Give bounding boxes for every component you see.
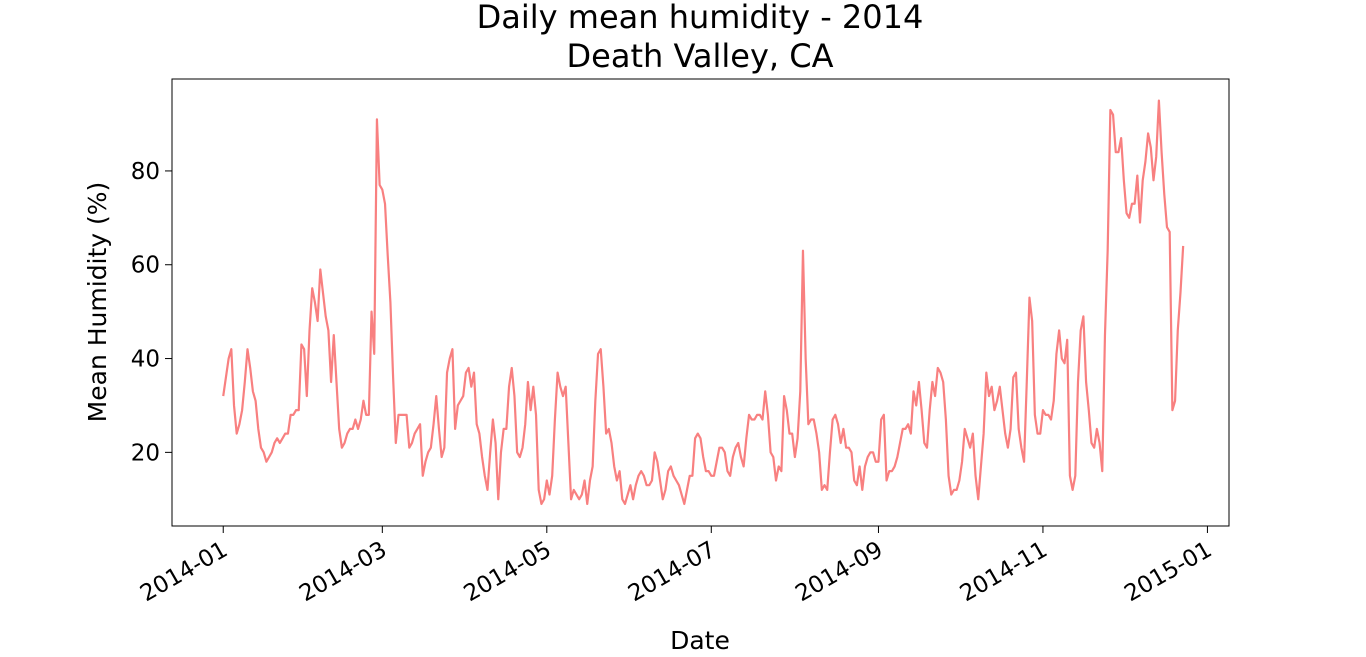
y-axis-label: Mean Humidity (%) [83, 182, 112, 423]
x-tick-label: 2015-01 [1120, 537, 1216, 608]
y-axis-ticks: 20 40 60 80 [131, 159, 172, 466]
plot-frame [171, 78, 1230, 527]
y-tick-label: 80 [131, 159, 160, 185]
x-tick-label: 2014-09 [791, 537, 887, 608]
series-line-humidity [222, 99, 1185, 506]
y-tick-label: 60 [131, 253, 160, 279]
chart-subtitle: Death Valley, CA [567, 37, 834, 75]
x-tick-label: 2014-11 [956, 537, 1052, 608]
y-tick-label: 20 [131, 440, 160, 466]
x-tick-label: 2014-03 [295, 537, 391, 608]
x-tick-label: 2014-01 [136, 537, 232, 608]
x-axis-ticks: 2014-01 2014-03 2014-05 2014-07 2014-09 2014-… [136, 526, 1216, 607]
x-tick-label: 2014-07 [624, 537, 720, 608]
x-axis-label: Date [670, 626, 730, 655]
y-tick-label: 40 [131, 347, 160, 373]
x-tick-label: 2014-05 [460, 537, 556, 608]
chart-title: Daily mean humidity - 2014 [477, 0, 924, 36]
